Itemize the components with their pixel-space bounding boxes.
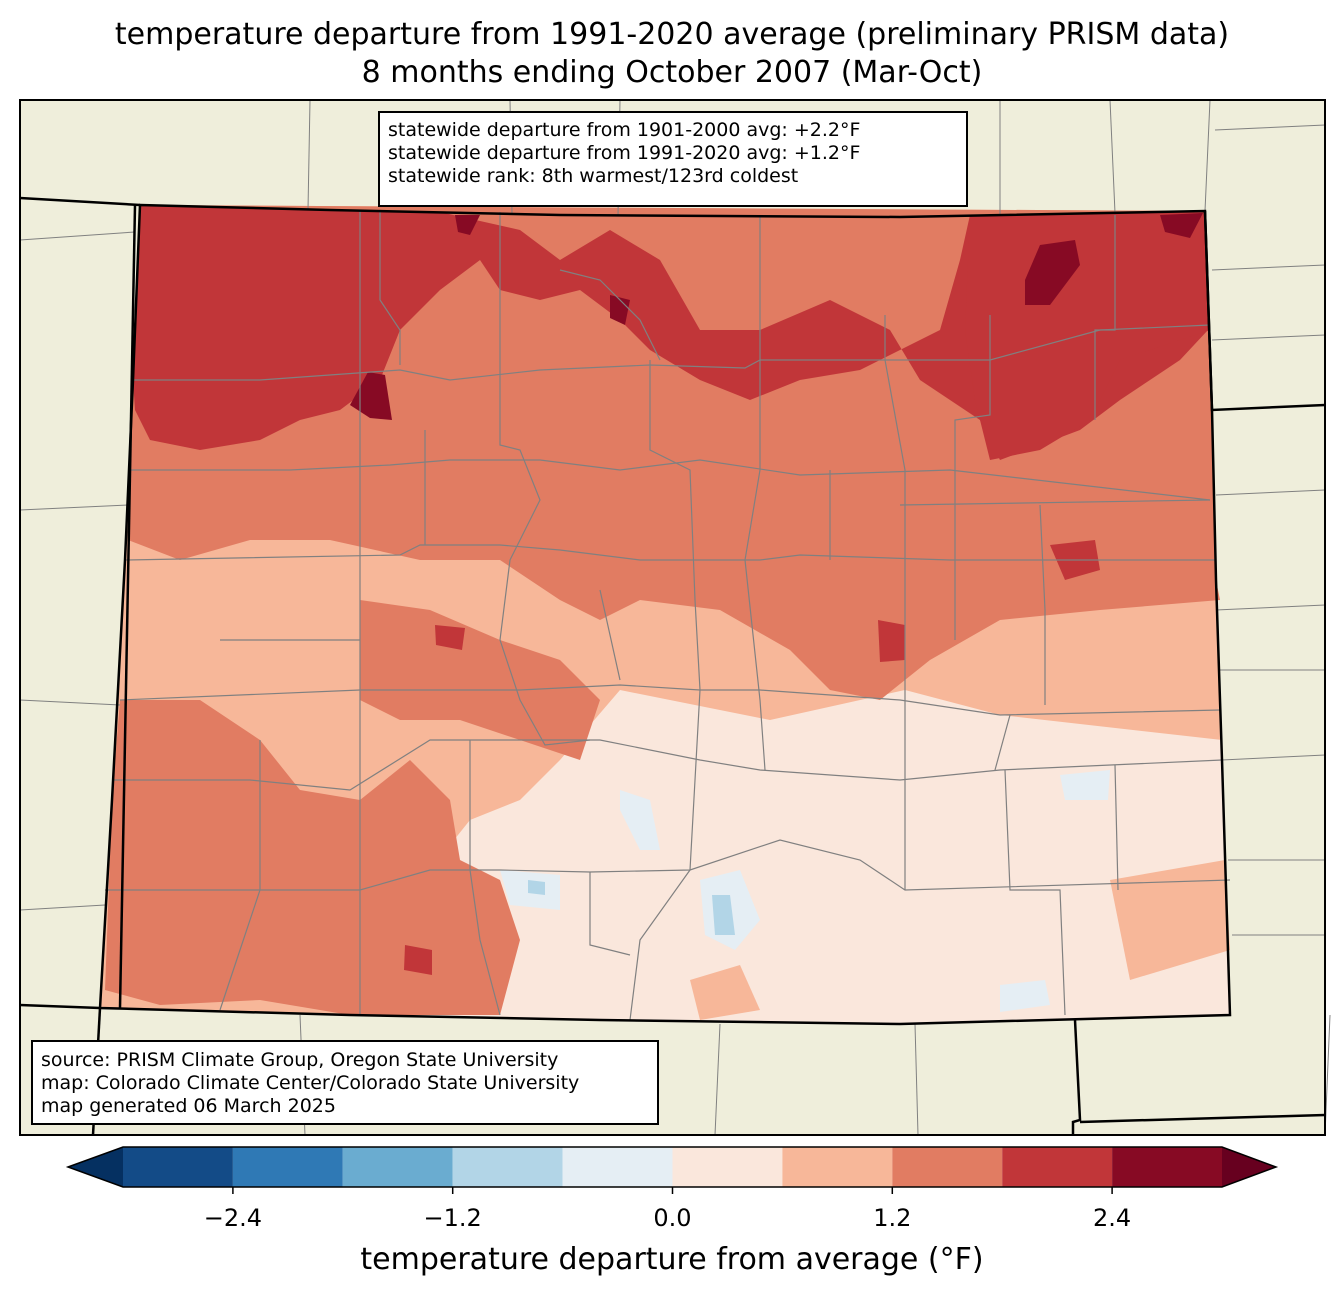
zone-minus1.2-minus0.6 — [528, 880, 545, 895]
colorbar-bin-1 — [232, 1147, 343, 1187]
colorbar-bin-3 — [452, 1147, 563, 1187]
source-box: source: PRISM Climate Group, Oregon Stat… — [31, 1040, 659, 1125]
utah-border-north — [118, 204, 137, 1009]
colorbar-bin-6 — [782, 1147, 893, 1187]
colorbar-title: temperature departure from average (°F) — [360, 1242, 984, 1277]
colorbar-tick-label: 0.0 — [653, 1204, 692, 1232]
nebraska-border — [1203, 210, 1326, 412]
temperature-field — [100, 205, 1230, 1024]
colorbar-extend-low — [68, 1147, 123, 1187]
chart-title-line1: temperature departure from 1991-2020 ave… — [114, 17, 1230, 52]
colorbar-bin-8 — [1002, 1147, 1113, 1187]
zone-1.2-1.8 — [105, 700, 520, 1015]
colorbar-outline — [65, 1146, 1279, 1188]
colorbar-bin-4 — [562, 1147, 673, 1187]
colorbar-bin-9 — [1112, 1147, 1222, 1187]
stats-line-rank: statewide rank: 8th warmest/123rd coldes… — [388, 165, 799, 187]
map-credit-line: map: Colorado Climate Center/Colorado St… — [41, 1072, 580, 1094]
zone-0.6-1.2 — [1110, 860, 1230, 980]
county-boundaries — [105, 210, 1231, 1021]
colorbar-bin-7 — [892, 1147, 1003, 1187]
zone-2.4-3.0 — [1025, 240, 1080, 305]
colorbar-tick-label: −1.2 — [423, 1204, 482, 1232]
colorado-outline — [98, 203, 1232, 1026]
stats-line-1991-2020: statewide departure from 1991-2020 avg: … — [388, 142, 861, 164]
colorbar-extend-high — [1222, 1147, 1276, 1187]
chart-title-line2: 8 months ending October 2007 (Mar-Oct) — [361, 55, 983, 90]
zone-2.4-3.0 — [610, 295, 630, 325]
wyoming-nebraska-line — [19, 196, 141, 207]
colorbar-tick-label: 1.2 — [873, 1204, 912, 1232]
colorbar-tick-label: 2.4 — [1093, 1204, 1132, 1232]
zone-minus0.6-0 — [620, 790, 660, 850]
zone-2.4-3.0 — [1160, 213, 1203, 238]
zone-0.6-1.2 — [690, 965, 760, 1020]
generated-date-line: map generated 06 March 2025 — [41, 1095, 336, 1117]
zone-2.4-3.0 — [455, 215, 480, 235]
statewide-stats-box: statewide departure from 1901-2000 avg: … — [378, 111, 968, 207]
stats-line-1901-2000: statewide departure from 1901-2000 avg: … — [388, 119, 861, 141]
zone-minus0.6-0 — [1000, 980, 1050, 1012]
zone-1.8-2.4 — [435, 625, 465, 650]
colorbar-bin-0 — [123, 1147, 233, 1187]
zone-1.8-2.4 — [965, 211, 1210, 460]
colorbar — [65, 1146, 1279, 1194]
colorbar-tick-label: −2.4 — [203, 1204, 263, 1232]
zone-1.8-2.4 — [404, 945, 432, 975]
colorbar-bin-5 — [672, 1147, 783, 1187]
source-line: source: PRISM Climate Group, Oregon Stat… — [41, 1049, 559, 1071]
zone-1.8-2.4 — [878, 620, 905, 662]
colorbar-bin-2 — [342, 1147, 453, 1187]
zone-minus0.6-0 — [1060, 770, 1110, 800]
ok-panhandle — [1071, 1019, 1082, 1135]
zone-1.8-2.4 — [133, 205, 1208, 460]
ok-panhandle-top — [1079, 1113, 1326, 1124]
zone-minus1.2-minus0.6 — [712, 895, 735, 935]
zone-1.2-1.8 — [360, 600, 600, 760]
new-mexico-line — [19, 1003, 101, 1010]
map-frame — [19, 99, 1326, 1136]
